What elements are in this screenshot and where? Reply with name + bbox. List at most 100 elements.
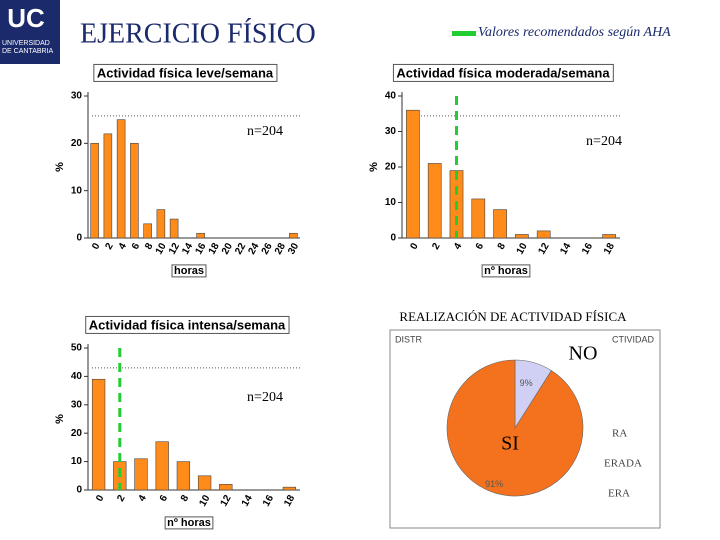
x-tick-label: 18: [207, 241, 222, 257]
x-tick-label: 2: [115, 493, 128, 504]
x-tick-label: 16: [193, 241, 208, 257]
y-tick-label: 10: [71, 456, 83, 467]
bar: [219, 484, 233, 491]
background-fragment: DISTR: [395, 334, 423, 344]
chart-title: REALIZACIÓN DE ACTIVIDAD FÍSICA: [399, 309, 627, 324]
bar: [91, 378, 106, 491]
x-tick-label: 30: [286, 241, 301, 257]
bar: [197, 475, 212, 491]
slice-label-bg: [499, 432, 521, 455]
logo-name: UNIVERSIDAD DE CANTABRIA: [2, 40, 54, 55]
x-tick-label: 14: [240, 493, 255, 509]
y-tick-label: 10: [71, 185, 83, 196]
x-tick-label: 16: [580, 241, 595, 257]
bar: [156, 209, 166, 239]
y-tick-label: 40: [71, 371, 83, 382]
y-tick-label: 0: [76, 485, 82, 496]
bar: [282, 486, 297, 491]
x-tick-label: 24: [246, 241, 261, 257]
x-axis-label: horas: [174, 265, 204, 277]
bar: [103, 133, 113, 239]
x-axis-label: nº horas: [167, 517, 211, 529]
slide-title: EJERCICIO FÍSICO: [80, 18, 316, 49]
bar: [176, 461, 191, 491]
chart-title-box: [392, 63, 614, 82]
bar: [493, 209, 507, 239]
x-tick-label: 0: [90, 241, 103, 252]
x-tick-label: 18: [282, 493, 297, 509]
y-tick-label: 0: [76, 233, 82, 244]
bar: [116, 119, 126, 239]
y-tick-label: 50: [71, 343, 83, 354]
x-tick-label: 14: [180, 241, 195, 257]
x-tick-label: 14: [558, 241, 573, 257]
x-tick-label: 26: [260, 241, 275, 257]
x-tick-label: 28: [273, 241, 288, 257]
x-tick-label: 16: [261, 493, 276, 509]
y-axis-label: %: [54, 162, 66, 172]
x-tick-label: 10: [515, 241, 530, 257]
background-fragment: RA: [612, 428, 627, 440]
x-tick-label: 2: [103, 241, 116, 252]
y-tick-label: 20: [71, 138, 83, 149]
bar: [471, 198, 486, 239]
x-tick-label: 4: [117, 241, 130, 252]
x-axis-label: nº horas: [484, 265, 528, 277]
x-axis-label-box: [171, 264, 207, 278]
bar: [155, 441, 169, 491]
slice-label: SI: [501, 433, 519, 455]
x-tick-label: 4: [137, 493, 150, 504]
bar: [515, 234, 529, 239]
bar: [130, 143, 139, 239]
logo-name-box: UNIVERSIDAD DE CANTABRIA: [2, 40, 54, 55]
x-tick-label: 8: [496, 241, 509, 252]
x-tick-label: 6: [130, 241, 143, 252]
chart-title: Actividad física leve/semana: [97, 65, 274, 80]
background-fragment: CTIVIDAD: [612, 334, 655, 344]
bar: [427, 163, 442, 239]
bar: [169, 218, 179, 239]
x-tick-label: 12: [167, 241, 182, 257]
x-tick-label: 0: [94, 493, 107, 504]
chart-title: Actividad física intensa/semana: [89, 317, 286, 332]
logo-mark: UC: [7, 3, 45, 33]
background-fragment: ERADA: [604, 458, 642, 470]
y-tick-label: 10: [385, 197, 397, 208]
annotation: n=204: [247, 390, 283, 405]
x-tick-label: 10: [197, 493, 212, 509]
x-tick-label: 6: [158, 493, 171, 504]
annotation: n=204: [586, 134, 622, 149]
x-tick-label: 12: [219, 493, 234, 509]
chart-title-box: [85, 315, 290, 334]
legend-swatch: [452, 31, 476, 36]
y-axis-label: %: [54, 414, 66, 424]
y-tick-label: 20: [385, 162, 397, 173]
x-tick-label: 8: [143, 241, 156, 252]
x-axis-label-box: [164, 516, 214, 530]
y-tick-label: 40: [385, 91, 397, 102]
bar: [134, 458, 148, 491]
y-tick-label: 0: [390, 233, 396, 244]
value-label: 91%: [485, 479, 503, 489]
bar: [90, 143, 99, 239]
x-tick-label: 2: [430, 241, 443, 252]
x-tick-label: 20: [220, 241, 235, 257]
bar: [406, 109, 420, 239]
value-label: 9%: [520, 378, 533, 388]
y-tick-label: 30: [71, 91, 83, 102]
x-tick-label: 18: [602, 241, 617, 257]
bar: [536, 230, 551, 239]
legend-label: Valores recomendados según AHA: [478, 25, 671, 40]
slice-label: NO: [569, 343, 598, 365]
slice-label-bg: [566, 342, 600, 365]
background-fragment: ERA: [608, 488, 630, 500]
x-tick-label: 4: [452, 241, 465, 252]
x-tick-label: 12: [536, 241, 551, 257]
y-axis-label: %: [368, 162, 380, 172]
pie-slice: [446, 359, 584, 497]
bar: [289, 232, 298, 239]
x-axis-label-box: [481, 264, 531, 278]
chart-title-box: [93, 63, 278, 82]
x-tick-label: 6: [474, 241, 487, 252]
